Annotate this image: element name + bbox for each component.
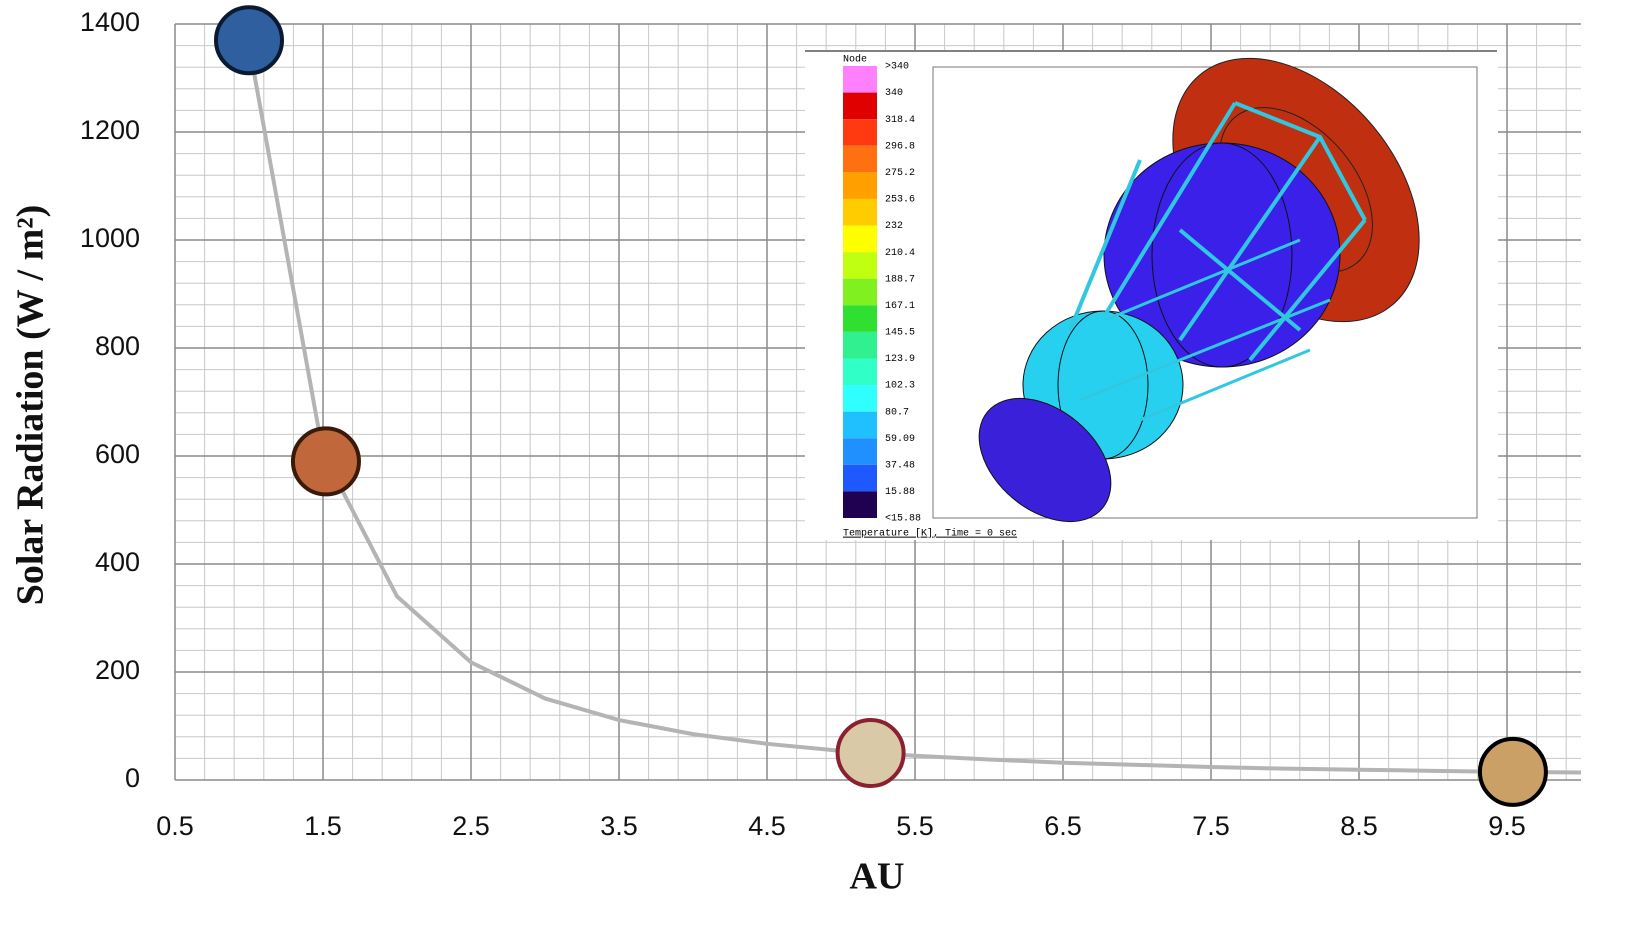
x-axis-title: AU bbox=[850, 856, 905, 898]
planet-marker bbox=[214, 5, 284, 76]
legend-label: 275.2 bbox=[885, 168, 915, 179]
bottom-disk bbox=[978, 397, 1112, 523]
x-tick-label: 3.5 bbox=[600, 811, 638, 841]
legend-swatch bbox=[843, 225, 877, 253]
legend-swatch bbox=[843, 198, 877, 226]
truss bbox=[1068, 101, 1367, 422]
thermal-model bbox=[978, 57, 1420, 523]
planet-marker bbox=[290, 426, 361, 497]
legend-label: 80.7 bbox=[885, 407, 909, 418]
x-tick-label: 8.5 bbox=[1340, 811, 1378, 841]
x-tick-label: 7.5 bbox=[1192, 811, 1230, 841]
y-tick-label: 1200 bbox=[80, 115, 140, 145]
legend-swatch bbox=[843, 491, 877, 518]
y-tick-label: 0 bbox=[125, 763, 140, 793]
legend-swatch bbox=[843, 411, 877, 439]
x-tick-label: 4.5 bbox=[748, 811, 786, 841]
legend-swatch bbox=[843, 385, 877, 412]
tank-meridian bbox=[1151, 142, 1293, 368]
legend-swatch bbox=[843, 331, 877, 359]
planet-marker bbox=[835, 718, 906, 788]
legend-label: 296.8 bbox=[885, 141, 915, 152]
inset-image: Node >340 340 318.4 296.8 275.2 253.6 232 210.4 1… bbox=[805, 50, 1498, 540]
legend-swatch bbox=[843, 145, 877, 173]
legend-label: 253.6 bbox=[885, 195, 915, 206]
line bbox=[247, 44, 1582, 775]
legend-label: 210.4 bbox=[885, 248, 915, 259]
x-tick-label: 5.5 bbox=[896, 811, 934, 841]
legend-label: 145.5 bbox=[885, 328, 915, 339]
legend-label: 340 bbox=[885, 88, 903, 99]
legend-swatch bbox=[843, 278, 877, 306]
x-tick-label: 1.5 bbox=[304, 811, 342, 841]
legend-label: 102.3 bbox=[885, 381, 915, 392]
y-tick-label: 200 bbox=[95, 655, 140, 685]
legend-swatch bbox=[843, 358, 877, 386]
y-tick-label: 400 bbox=[95, 547, 140, 577]
legend-swatch bbox=[843, 119, 877, 146]
legend-label: 59.09 bbox=[885, 434, 915, 445]
legend-title: Node bbox=[843, 54, 867, 66]
legend-swatch bbox=[843, 92, 877, 120]
legend-swatch bbox=[843, 172, 877, 199]
legend-swatch bbox=[843, 438, 877, 465]
x-tick-label: 0.5 bbox=[156, 811, 194, 841]
legend-label: 37.48 bbox=[885, 460, 915, 471]
x-tick-label: 2.5 bbox=[452, 811, 490, 841]
inset-caption: Temperature [K], Time = 0 sec bbox=[843, 528, 1017, 540]
legend-label: 167.1 bbox=[885, 301, 915, 312]
y-tick-label: 1000 bbox=[80, 223, 140, 253]
legend-swatch bbox=[843, 252, 877, 279]
legend-swatch bbox=[843, 464, 877, 492]
legend-swatch bbox=[843, 305, 877, 332]
legend-label: 232 bbox=[885, 221, 903, 232]
y-axis-title: Solar Radiation (W / m²) bbox=[10, 205, 52, 606]
legend-label: <15.88 bbox=[885, 514, 921, 525]
x-tick-label: 9.5 bbox=[1488, 811, 1526, 841]
legend-label: 15.88 bbox=[885, 487, 915, 498]
legend-label: 123.9 bbox=[885, 354, 915, 365]
legend-label: >340 bbox=[885, 62, 909, 73]
planet-marker bbox=[1477, 736, 1548, 807]
y-tick-label: 800 bbox=[95, 331, 140, 361]
y-tick-label: 600 bbox=[95, 439, 140, 469]
legend-swatch bbox=[843, 66, 877, 93]
y-tick-label: 1400 bbox=[80, 7, 140, 37]
legend-label: 318.4 bbox=[885, 115, 915, 126]
x-tick-label: 6.5 bbox=[1044, 811, 1082, 841]
legend-label: 188.7 bbox=[885, 274, 915, 285]
